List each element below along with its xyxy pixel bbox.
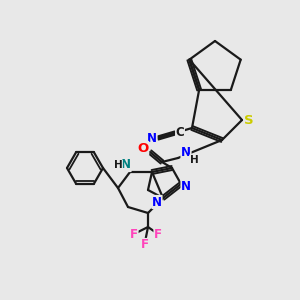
Text: C: C — [176, 127, 184, 140]
Text: N: N — [147, 131, 157, 145]
Text: H: H — [114, 160, 122, 170]
Text: N: N — [152, 196, 162, 208]
Text: N: N — [181, 179, 191, 193]
Text: N: N — [181, 146, 191, 160]
Text: H: H — [190, 155, 198, 165]
Text: S: S — [244, 113, 254, 127]
Text: F: F — [154, 229, 162, 242]
Text: N: N — [121, 158, 131, 172]
Text: F: F — [130, 229, 138, 242]
Text: O: O — [137, 142, 148, 154]
Text: F: F — [141, 238, 149, 251]
